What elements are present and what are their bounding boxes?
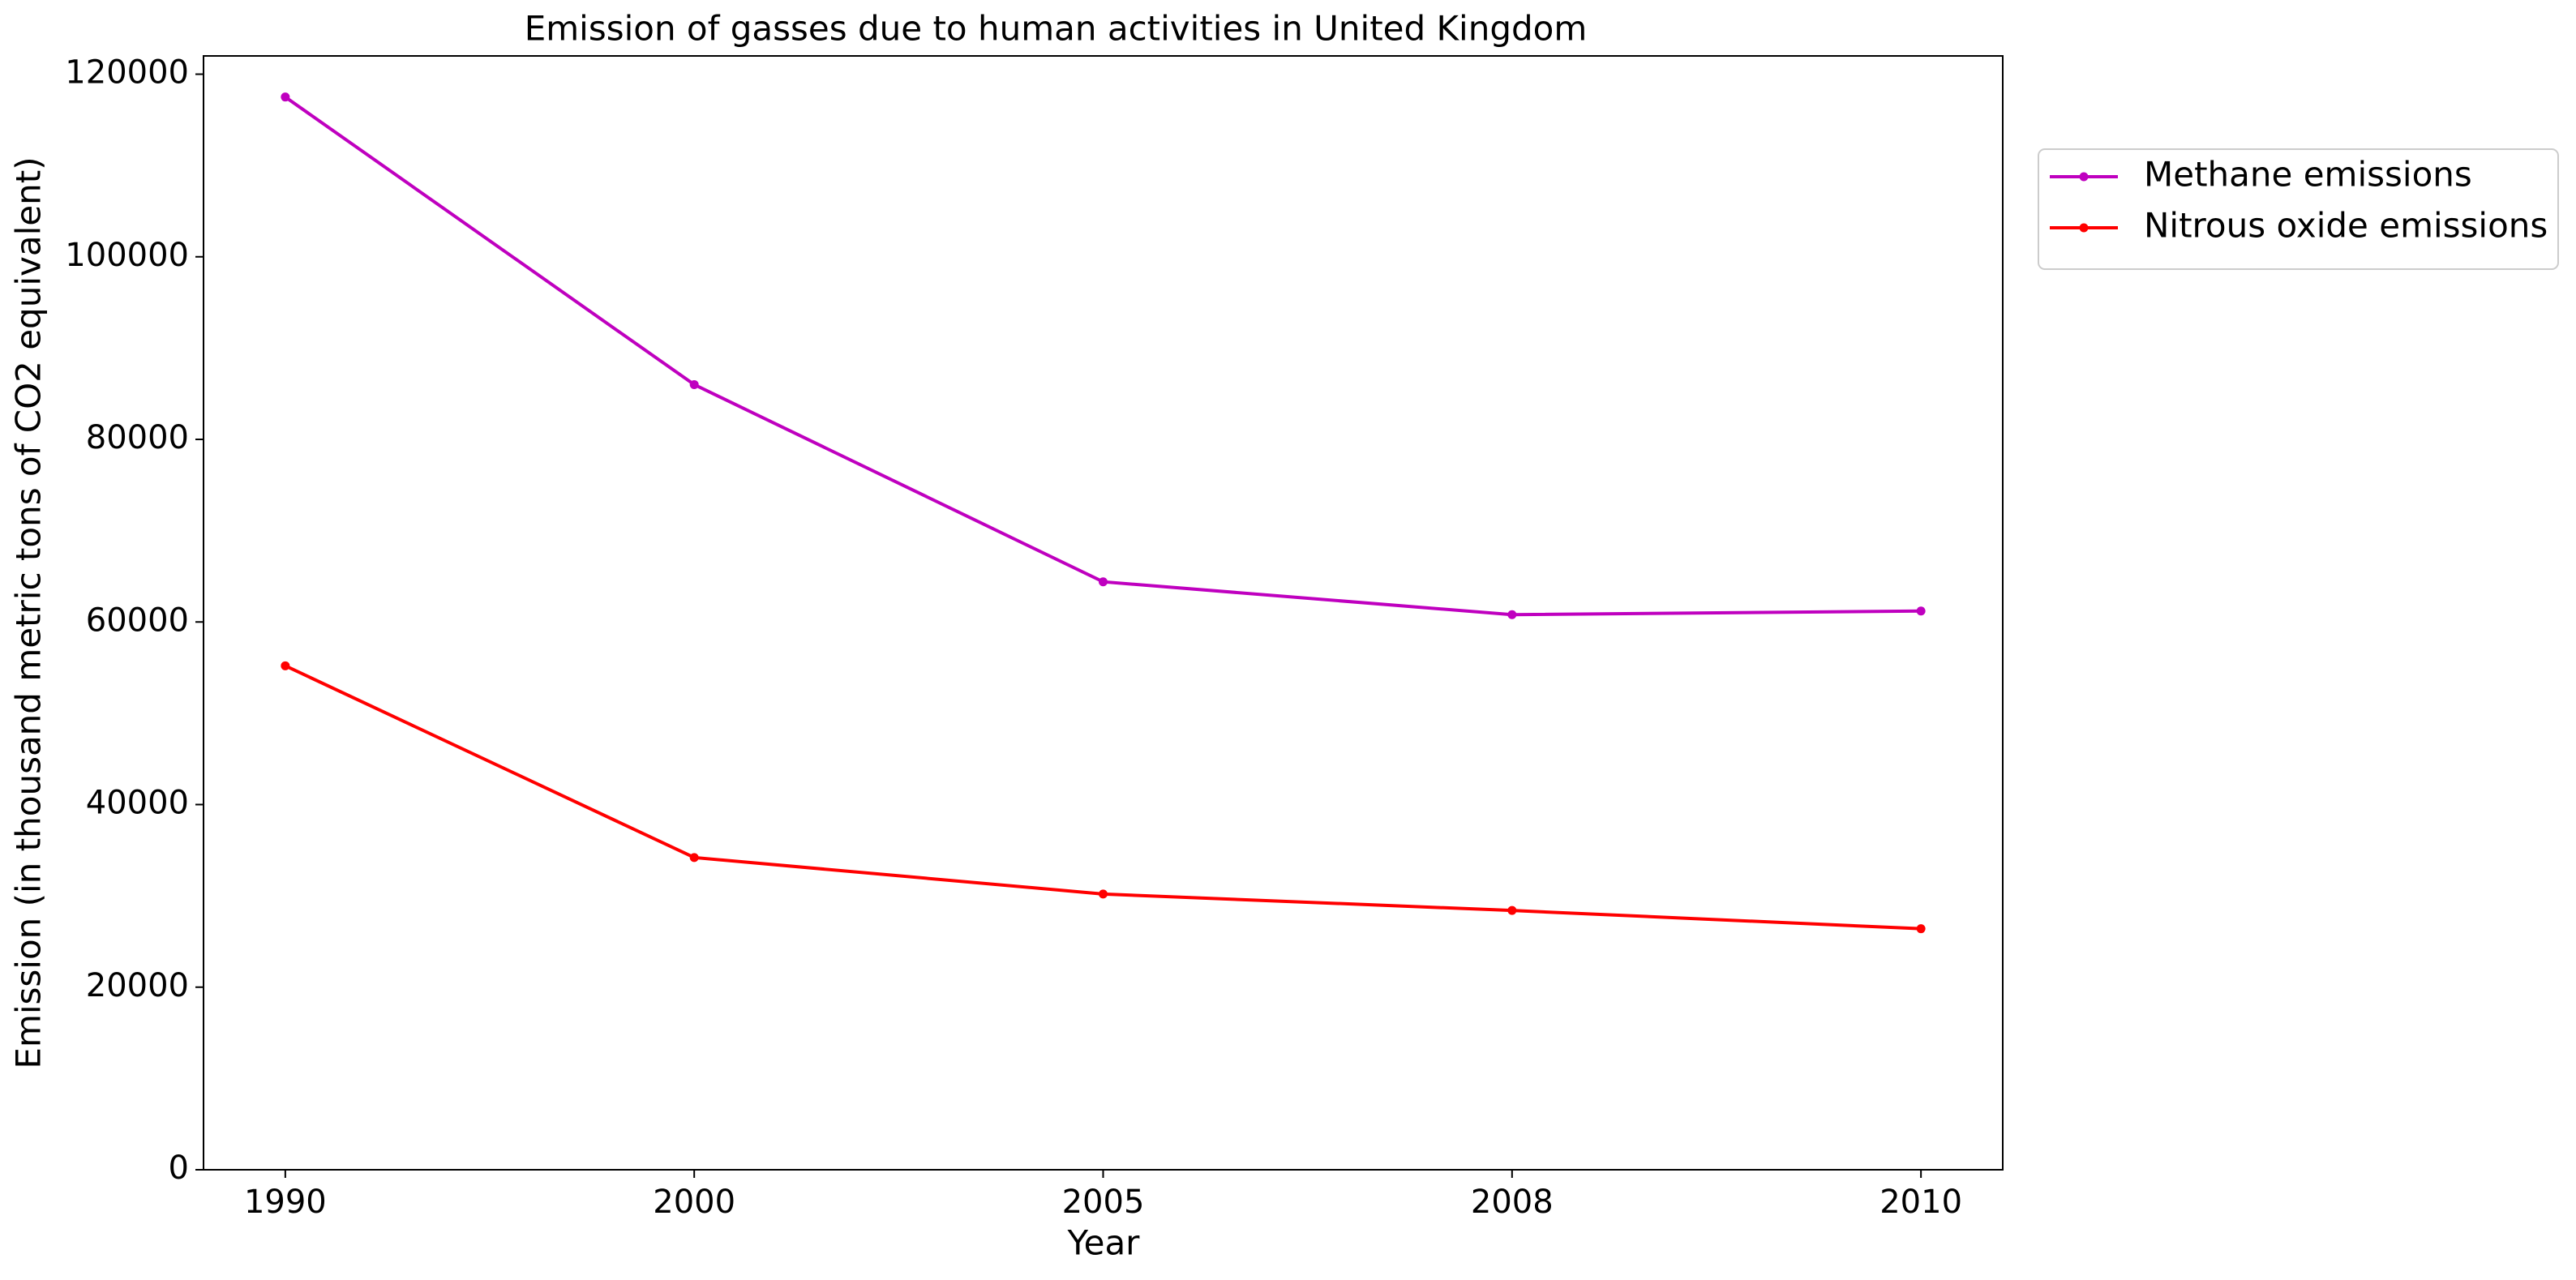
series-line	[285, 664, 1922, 931]
y-tick-label: 60000	[86, 601, 189, 639]
x-axis-label: Year	[1067, 1223, 1141, 1263]
x-tick-label: 1990	[244, 1184, 327, 1221]
x-tick-label: 2000	[653, 1184, 735, 1221]
data-point	[1916, 606, 1926, 616]
y-tick-label: 0	[169, 1149, 189, 1187]
data-point	[689, 853, 699, 863]
y-axis-label: Emission (in thousand metric tons of CO2…	[9, 156, 49, 1068]
y-tick-label: 100000	[65, 237, 189, 274]
chart-title: Emission of gasses due to human activiti…	[525, 9, 1588, 49]
data-point	[1099, 577, 1108, 587]
data-point	[689, 379, 699, 389]
data-point	[1507, 905, 1517, 915]
data-point	[281, 661, 290, 670]
y-tick-label: 40000	[86, 785, 189, 822]
y-tick-label: 120000	[65, 54, 189, 92]
data-point	[1099, 889, 1108, 899]
y-tick-label: 20000	[86, 967, 189, 1004]
data-point	[1916, 924, 1926, 934]
legend-marker	[2079, 223, 2089, 233]
x-tick-label: 2008	[1471, 1184, 1554, 1221]
legend-marker	[2079, 172, 2089, 182]
x-tick-label: 2005	[1062, 1184, 1145, 1221]
data-point	[281, 92, 290, 102]
legend-label: Nitrous oxide emissions	[2144, 206, 2548, 246]
x-tick-label: 2010	[1879, 1184, 1962, 1221]
series-line	[284, 96, 1922, 617]
data-point	[1507, 610, 1517, 619]
y-tick-label: 80000	[86, 419, 189, 456]
legend-box	[2038, 148, 2559, 270]
legend-label: Methane emissions	[2144, 155, 2472, 195]
